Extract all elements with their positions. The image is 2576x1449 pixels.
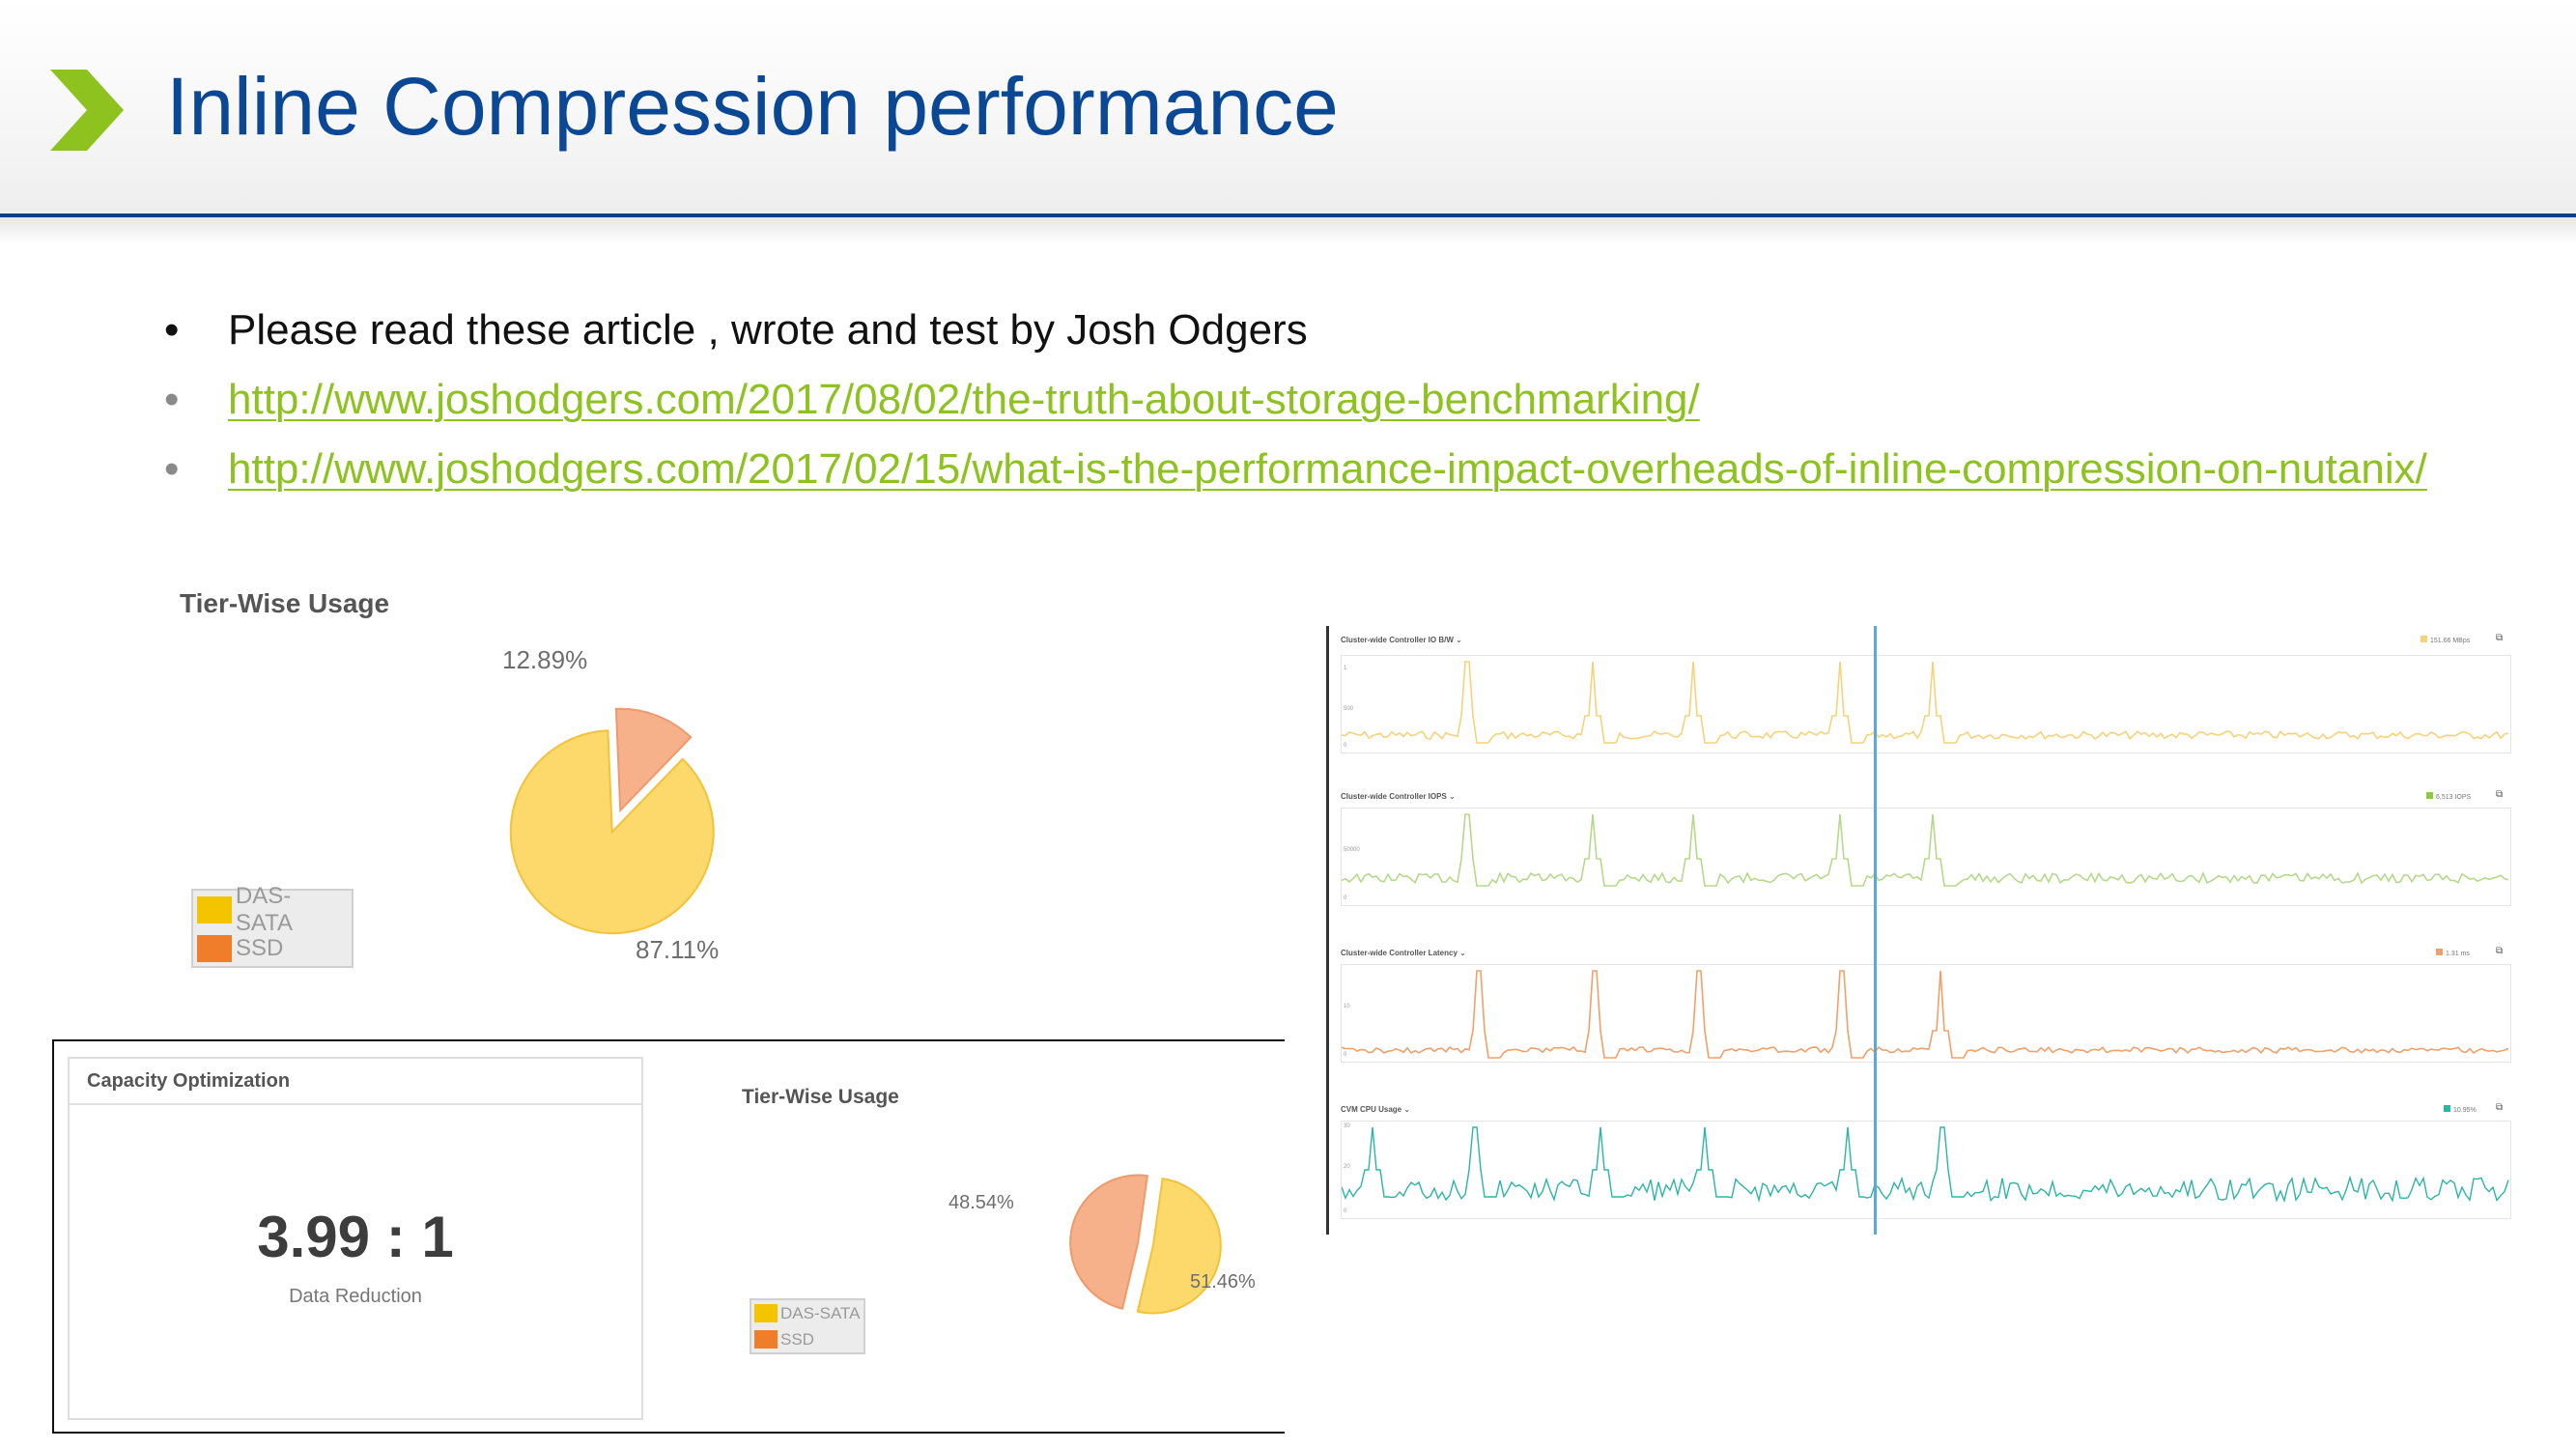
series-line [1341,970,2509,1059]
sata-percent: 51.46% [1190,1271,1256,1293]
legend-swatch [754,1304,778,1322]
external-link-icon[interactable]: ⧉ [2496,633,2504,643]
slide-header [0,0,2576,214]
y-tick: 0 [1344,895,1347,901]
y-tick: 0 [1344,743,1347,749]
legend-swatch [197,896,232,923]
tier-usage-pie-chart [509,707,715,935]
y-tick: 0 [1344,1052,1347,1058]
header-divider [0,213,2576,217]
pie-slices [1069,1174,1222,1315]
bullet-text: Please read these article , wrote and te… [228,306,1308,354]
pie-legend: DAS-SATA SSD [191,883,354,968]
bullet-dot-icon: • [164,306,180,354]
chart-latency: Cluster-wide Controller Latency ⌄ 1.31 m… [1329,946,2515,1094]
time-cursor-line[interactable] [1874,626,1877,1235]
chart-legend: 10.95% [2444,1105,2477,1114]
article-link[interactable]: http://www.joshodgers.com/2017/02/15/wha… [228,445,2427,493]
chevron-icon [50,70,124,151]
bullet-item: • http://www.joshodgers.com/2017/08/02/t… [164,371,2463,429]
pie-slice-ssd [1069,1174,1149,1310]
y-tick: 1 [1344,666,1347,671]
legend-swatch [754,1330,778,1349]
y-tick: 50000 [1344,847,1360,853]
ssd-percent: 48.54% [948,1192,1014,1213]
legend-label: SSD [236,935,284,961]
external-link-icon[interactable]: ⧉ [2496,1102,2504,1113]
chart-cvm-cpu: CVM CPU Usage ⌄ 10.95% ⧉ 30 20 0 [1329,1102,2515,1231]
series-line [1341,661,2509,744]
external-link-icon[interactable]: ⧉ [2496,789,2504,800]
legend-swatch [2426,792,2433,799]
chart-title[interactable]: Cluster-wide Controller IOPS ⌄ [1341,792,1456,801]
y-tick: 30 [1344,1123,1350,1129]
series-line [1341,1126,2509,1204]
chart-plot-area: 1 500 0 [1341,655,2511,753]
line-series [1341,970,2509,1059]
tier-usage-title: Tier-Wise Usage [742,1086,899,1108]
bullet-item: • http://www.joshodgers.com/2017/02/15/w… [164,440,2463,498]
chart-legend: 151.66 MBps [2420,636,2470,644]
sata-percent: 87.11% [636,935,720,964]
chart-title[interactable]: CVM CPU Usage ⌄ [1341,1105,1411,1114]
data-reduction-ratio: 3.99 : 1 [257,1205,454,1269]
slide-title: Inline Compression performance [166,61,1339,152]
line-series [1341,661,2509,744]
legend-label: DAS-SATA [235,883,294,936]
pie-slice-das-sata [509,729,715,935]
legend-swatch [2436,949,2443,955]
pie-slice-ssd [614,707,693,813]
ssd-percent: 12.89% [502,645,588,674]
bullet-list: • Please read these article , wrote and … [164,301,2463,510]
pie-slice-das-sata [1136,1178,1222,1315]
legend-item: DAS-SATA [751,1300,863,1326]
pie-slices [509,707,715,935]
series-line [1341,813,2509,887]
y-tick: 10 [1344,1004,1350,1009]
capacity-optimization-widget: Capacity Optimization 3.99 : 1 Data Redu… [68,1057,643,1420]
tier-usage-title: Tier-Wise Usage [180,588,390,618]
chart-plot-area: 50000 0 [1341,808,2511,906]
legend-value: 10.95% [2453,1107,2477,1114]
legend-item: DAS-SATA [193,883,352,936]
bullet-dot-icon: • [164,376,180,423]
legend-item: SSD [193,929,352,968]
line-series [1341,813,2509,887]
bullet-item: • Please read these article , wrote and … [164,301,2463,359]
chart-title[interactable]: Cluster-wide Controller Latency ⌄ [1341,949,1466,957]
chart-iops: Cluster-wide Controller IOPS ⌄ 6,513 IOP… [1329,789,2515,937]
legend-label: SSD [780,1329,814,1349]
chart-title[interactable]: Cluster-wide Controller IO B/W ⌄ [1341,636,1462,644]
legend-swatch [2420,636,2427,642]
external-link-icon[interactable]: ⧉ [2496,946,2504,956]
legend-item: SSD [751,1326,863,1352]
chart-plot-area: 30 20 0 [1341,1121,2511,1219]
legend-swatch [2444,1105,2450,1112]
line-series [1341,1126,2509,1204]
capacity-header: Capacity Optimization [70,1059,641,1105]
y-tick: 0 [1344,1208,1347,1214]
legend-label: DAS-SATA [780,1303,861,1322]
chart-io-bandwidth: Cluster-wide Controller IO B/W ⌄ 151.66 … [1329,633,2515,781]
header-shadow [0,217,2576,244]
article-link[interactable]: http://www.joshodgers.com/2017/08/02/the… [228,376,1700,423]
tier-usage-pie-chart [1069,1174,1222,1315]
legend-value: 1.31 ms [2446,951,2470,957]
chart-legend: 6,513 IOPS [2426,792,2471,801]
chart-legend: 1.31 ms [2436,949,2470,957]
chart-plot-area: 10 0 [1341,964,2511,1063]
legend-value: 6,513 IOPS [2436,794,2472,801]
bullet-dot-icon: • [164,445,180,493]
data-reduction-label: Data Reduction [289,1286,422,1307]
y-tick: 20 [1344,1164,1350,1170]
legend-value: 151.66 MBps [2430,638,2471,644]
y-tick: 500 [1344,706,1354,712]
pie-legend: DAS-SATA SSD [750,1298,865,1354]
controller-performance-panel: Cluster-wide Controller IO B/W ⌄ 151.66 … [1326,626,2515,1235]
capacity-panel: Capacity Optimization 3.99 : 1 Data Redu… [52,1039,1285,1434]
legend-swatch [197,935,232,962]
